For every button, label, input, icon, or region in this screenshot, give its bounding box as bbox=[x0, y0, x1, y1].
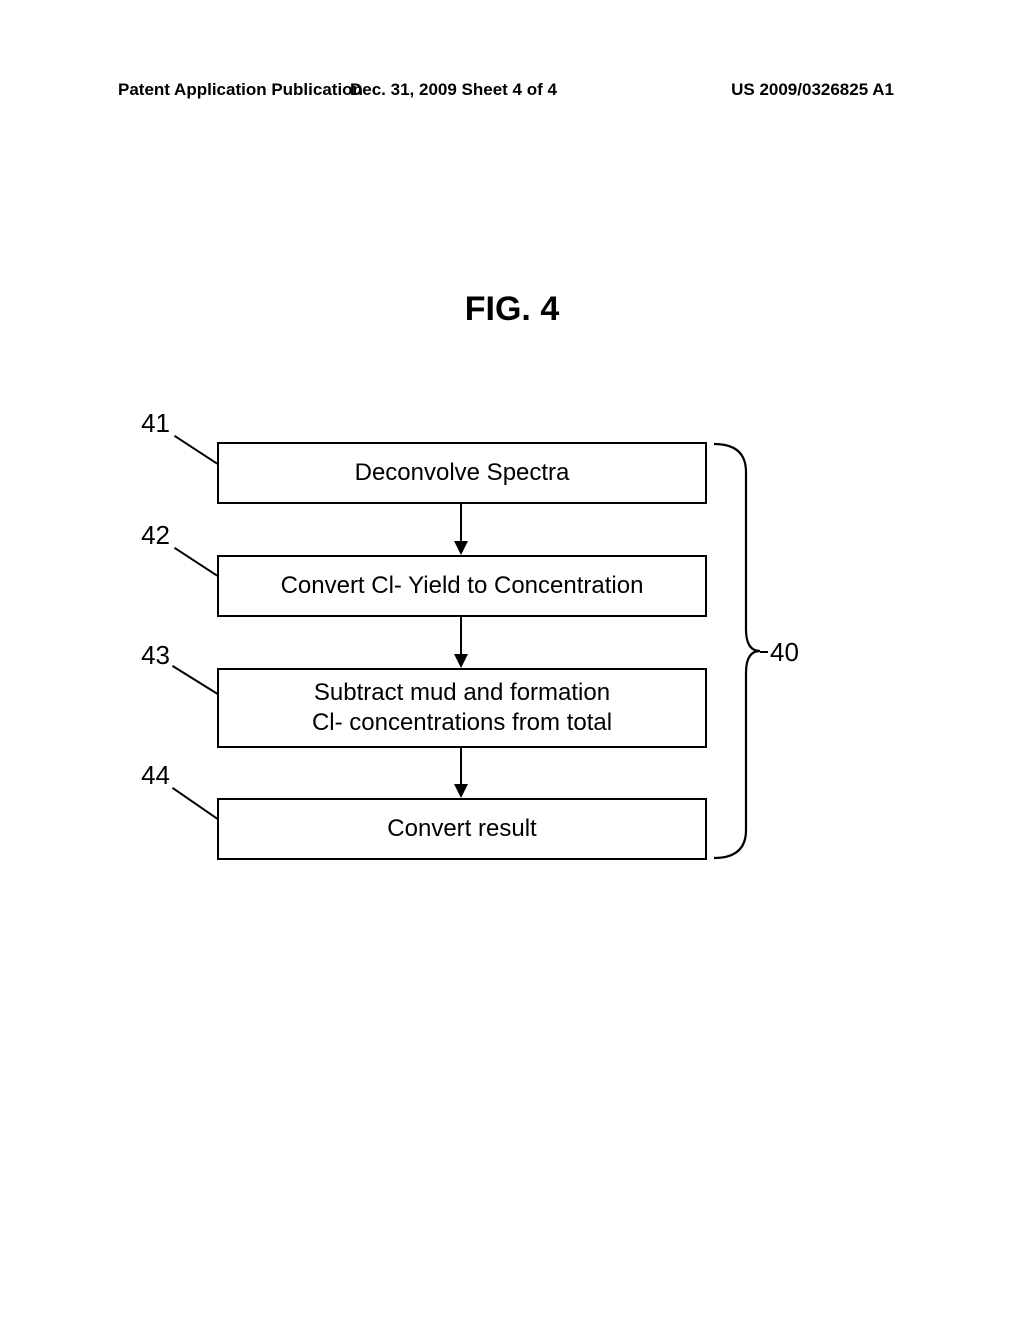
flow-step-2: Convert Cl- Yield to Concentration bbox=[217, 555, 707, 617]
leader-line bbox=[172, 665, 218, 695]
flow-step-4: Convert result bbox=[217, 798, 707, 860]
step-label-4: 44 bbox=[130, 760, 170, 791]
flow-arrow-line bbox=[460, 748, 462, 786]
flow-arrow-head bbox=[454, 654, 468, 668]
step-label-2: 42 bbox=[130, 520, 170, 551]
leader-line bbox=[174, 435, 218, 465]
flow-arrow-line bbox=[460, 504, 462, 543]
group-label: 40 bbox=[770, 637, 799, 668]
flow-step-3: Subtract mud and formationCl- concentrat… bbox=[217, 668, 707, 748]
brace-leader bbox=[760, 651, 768, 653]
flow-arrow-head bbox=[454, 784, 468, 798]
figure-title: FIG. 4 bbox=[0, 290, 1024, 329]
leader-line bbox=[172, 787, 218, 820]
step-label-1: 41 bbox=[130, 408, 170, 439]
leader-line bbox=[174, 547, 218, 577]
flow-step-1: Deconvolve Spectra bbox=[217, 442, 707, 504]
step-label-3: 43 bbox=[130, 640, 170, 671]
flow-arrow-head bbox=[454, 541, 468, 555]
flow-arrow-line bbox=[460, 617, 462, 656]
